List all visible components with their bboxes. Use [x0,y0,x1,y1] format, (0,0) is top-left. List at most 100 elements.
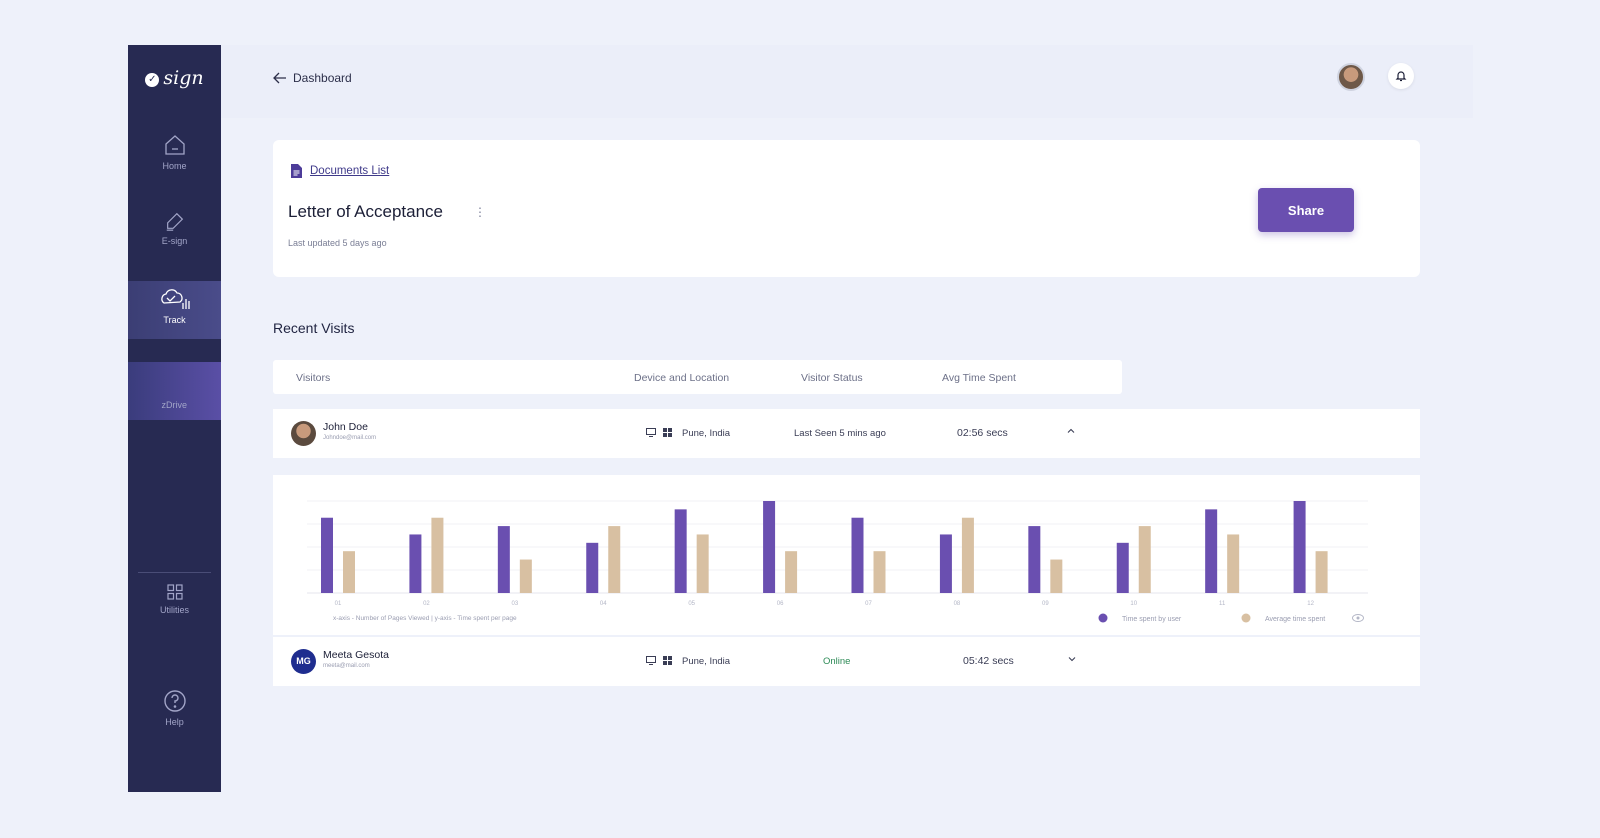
x-tick-label: 07 [865,601,872,607]
user-avatar[interactable] [1337,63,1365,91]
visitor-name: Meeta Gesota [323,649,389,661]
sidebar-item-home[interactable]: Home [128,133,221,183]
sidebar-item-track[interactable]: Track [128,281,221,339]
bar-user [321,517,333,593]
more-options-icon[interactable]: ⋮ [474,205,486,219]
bar-user [939,534,952,593]
sidebar-item-esign[interactable]: E-sign [128,210,221,260]
visitor-location: Pune, India [682,428,731,439]
chevron-down-icon[interactable] [1066,653,1078,665]
device-icons [646,656,672,665]
documents-list-label: Documents List [310,165,390,177]
share-button[interactable]: Share [1258,188,1354,232]
bar-user [497,526,510,593]
desktop-icon [646,656,656,665]
bar-average [873,551,886,593]
help-icon [163,690,186,712]
x-tick-label: 11 [1219,601,1226,607]
bar-user [1028,526,1041,593]
visitor-location: Pune, India [682,656,731,667]
pages-time-chart: 01 02 03 04 05 06 07 08 09 10 11 12 x-axis - Number … [307,500,1368,623]
avatar [291,421,316,446]
desktop-icon [646,428,656,437]
x-tick-label: 03 [511,601,518,607]
bar-user [674,509,687,593]
x-tick-label: 08 [954,601,961,607]
sidebar-divider [138,572,211,573]
column-header: Visitor Status [801,372,863,384]
bar-average [1227,534,1240,593]
sidebar-item-zdrive[interactable]: zDrive [128,362,221,420]
bell-icon [1395,71,1407,82]
sidebar-item-label: Help [165,717,184,727]
sidebar-item-label: Home [162,161,187,171]
bar-average [608,526,621,593]
device-icons [646,428,672,437]
sidebar-item-label: zDrive [161,400,187,410]
avg-time: 02:56 secs [957,427,1008,439]
eye-icon [1352,614,1364,622]
app-window: ✓ sign Home E-sign Track zDrive Utilities… [128,45,1473,792]
bar-user [1116,542,1129,593]
notifications-button[interactable] [1388,63,1414,89]
visitor-email: Johndoe@mail.com [323,435,377,441]
bar-average [785,551,798,593]
sidebar-item-help[interactable]: Help [128,689,221,733]
legend-dot [1098,613,1108,623]
document-title: Letter of Acceptance [288,202,443,221]
logo[interactable]: ✓ sign [128,67,221,89]
bar-average [1050,559,1063,593]
bar-average [961,517,974,593]
table-row[interactable]: John Doe Johndoe@mail.com Pune, India La… [273,409,1420,458]
visit-chart-panel: 01 02 03 04 05 06 07 08 09 10 11 12 x-axis - Number … [273,475,1420,635]
bar-user [409,534,422,593]
bar-user [1205,509,1218,593]
table-row[interactable]: MG Meeta Gesota meeta@mail.com Pune, Ind… [273,637,1420,686]
last-updated-text: Last updated 5 days ago [288,238,387,248]
bar-average [1138,526,1151,593]
column-header: Avg Time Spent [942,372,1016,384]
x-tick-label: 10 [1130,601,1137,607]
x-tick-label: 06 [777,601,784,607]
visitor-name: John Doe [323,421,368,433]
bar-average [519,559,532,593]
axis-note: x-axis - Number of Pages Viewed | y-axis… [333,615,517,622]
legend-label: Time spent by user [1122,616,1182,623]
windows-icon [663,428,672,437]
bar-average [343,551,355,593]
avatar: MG [291,649,316,674]
back-label: Dashboard [293,71,352,85]
recent-visits-title: Recent Visits [273,320,355,336]
eye-icon-pupil [1356,616,1360,620]
check-icon: ✓ [145,73,160,87]
chevron-up-icon[interactable] [1065,425,1077,437]
column-header: Visitors [296,372,331,384]
top-header: Dashboard [221,45,1473,118]
x-tick-label: 01 [335,601,342,607]
visitor-email: meeta@mail.com [323,663,370,669]
visitor-status: Online [823,656,851,667]
documents-list-link[interactable]: Documents List [291,164,389,178]
sidebar-item-utilities[interactable]: Utilities [128,583,221,623]
bar-average [431,517,444,593]
bar-user [851,517,864,593]
avg-time: 05:42 secs [963,655,1014,667]
legend-label: Average time spent [1265,616,1325,623]
cloud-chart-icon [160,289,190,309]
bar-user [586,542,599,593]
grid-icon [166,584,183,600]
sidebar-item-label: Utilities [159,605,189,615]
bar-average [696,534,709,593]
bar-average [1315,551,1328,593]
document-card: Documents List Letter of Acceptance ⋮ La… [273,140,1420,277]
visits-table-header: Visitors Device and Location Visitor Sta… [273,360,1122,394]
x-tick-label: 02 [423,601,430,607]
x-tick-label: 09 [1042,601,1049,607]
sidebar-item-label: E-sign [161,236,188,246]
column-header: Device and Location [634,372,730,384]
visitor-status: Last Seen 5 mins ago [794,428,886,439]
back-button[interactable]: Dashboard [273,71,352,85]
home-icon [164,135,185,155]
document-icon [291,164,302,178]
sidebar-item-label: Track [163,315,186,325]
